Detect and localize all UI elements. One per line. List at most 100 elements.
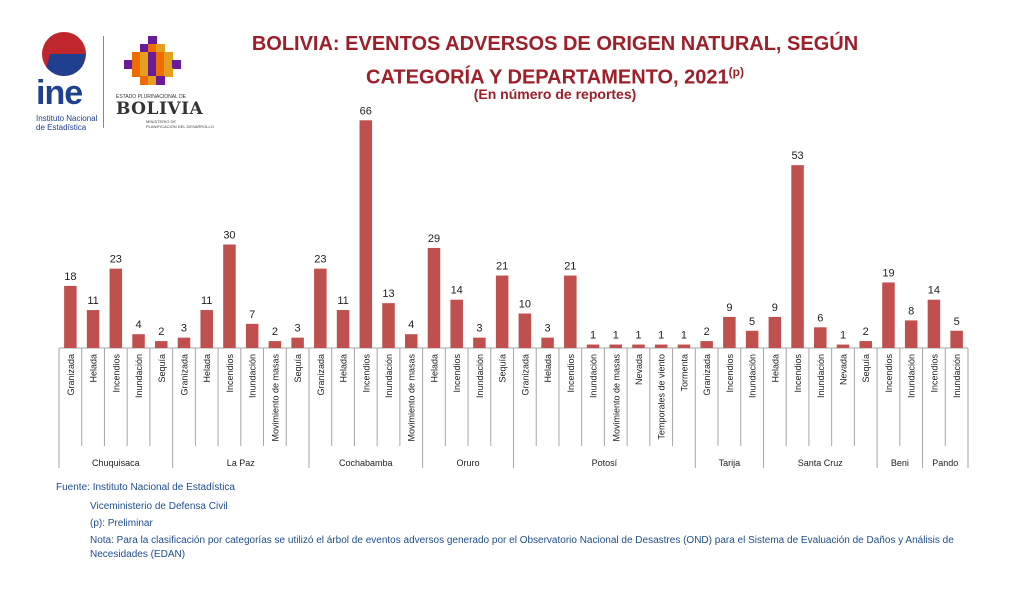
bar (814, 327, 827, 348)
bar (677, 344, 691, 348)
bar (609, 344, 623, 348)
data-label: 3 (181, 323, 187, 335)
data-label: 11 (201, 295, 212, 307)
department-label: Beni (891, 458, 909, 468)
category-label: Inundación (248, 354, 258, 398)
bar (768, 316, 782, 348)
data-label: 5 (954, 316, 960, 328)
bar (541, 337, 554, 348)
bar (473, 337, 486, 348)
data-label: 8 (908, 305, 914, 317)
bolivia-ministry-label: MINISTERIO DE PLANIFICACIÓN DEL DESARROLL… (146, 119, 214, 129)
bar (836, 344, 850, 348)
ine-logo-word: ine (36, 74, 83, 112)
bar (904, 320, 918, 348)
bar (382, 303, 395, 348)
bar (86, 310, 100, 348)
bar (745, 330, 759, 348)
data-label: 1 (658, 330, 664, 342)
data-label: 2 (158, 326, 164, 338)
data-label: 21 (564, 261, 576, 273)
source-note-2: Viceministerio de Defensa Civil (90, 501, 228, 512)
category-label: Tormenta (679, 354, 689, 392)
bar (950, 330, 963, 348)
category-label: Helada (429, 354, 439, 383)
source-note: Fuente: Instituto Nacional de Estadístic… (56, 482, 235, 493)
category-label: Movimiento de masas (407, 354, 417, 442)
category-label: Sequía (861, 354, 871, 383)
data-label: 23 (314, 254, 326, 266)
category-label: Inundación (907, 354, 917, 398)
category-label: Incendios (793, 354, 803, 393)
data-label: 10 (519, 299, 531, 311)
ine-logo: ine Instituto Nacional de Estadística (36, 32, 104, 132)
bar (132, 334, 145, 348)
category-label: Movimiento de masas (270, 354, 280, 442)
data-label: 3 (476, 323, 482, 335)
data-label: 19 (882, 267, 894, 279)
chart-subtitle: (En número de reportes) (473, 86, 637, 102)
data-label: 66 (360, 105, 372, 117)
category-label: Incendios (725, 354, 735, 393)
bar (564, 275, 577, 348)
category-label: Sequía (157, 354, 167, 383)
data-label: 4 (135, 319, 141, 331)
category-label: Incendios (225, 354, 235, 393)
category-label: Granizada (66, 354, 76, 396)
category-label: Nevada (634, 354, 644, 385)
bar (359, 120, 373, 348)
logo-divider (103, 36, 104, 128)
data-label: 5 (749, 316, 755, 328)
department-label: Cochabamba (339, 458, 393, 468)
data-label: 1 (613, 330, 619, 342)
chart-notes: Fuente: Instituto Nacional de Estadístic… (56, 478, 976, 562)
data-label: 1 (590, 330, 596, 342)
bar (723, 316, 736, 348)
category-label: Granizada (702, 354, 712, 396)
category-label: Helada (770, 354, 780, 383)
category-label: Inundación (952, 354, 962, 398)
department-label: Pando (932, 458, 958, 468)
bar (268, 341, 282, 348)
bar (245, 323, 259, 348)
category-label: Incendios (929, 354, 939, 393)
bar (223, 244, 236, 348)
bar (336, 310, 350, 348)
data-label: 7 (249, 309, 255, 321)
preliminary-note: (p): Preliminar (90, 518, 153, 529)
data-label: 2 (704, 326, 710, 338)
bar (859, 341, 872, 348)
category-label: Granizada (520, 354, 530, 396)
bar (632, 344, 645, 348)
bar (654, 344, 668, 348)
category-label: Incendios (361, 354, 371, 393)
data-label: 1 (840, 330, 846, 342)
category-label: Incendios (452, 354, 462, 393)
category-label: Granizada (316, 354, 326, 396)
bar (314, 268, 327, 348)
category-label: Helada (89, 354, 99, 383)
bolivia-emblem-icon (122, 36, 184, 90)
category-label: Inundación (816, 354, 826, 398)
bar (450, 299, 463, 348)
department-label: Chuquisaca (92, 458, 140, 468)
data-label: 11 (337, 295, 348, 307)
category-label: Granizada (179, 354, 189, 396)
department-label: Oruro (457, 458, 480, 468)
ine-emblem-icon (42, 32, 86, 76)
category-label: Sequía (293, 354, 303, 383)
category-label: Inundación (589, 354, 599, 398)
data-label: 14 (928, 285, 940, 297)
data-label: 3 (295, 323, 301, 335)
department-label: La Paz (227, 458, 256, 468)
bar (177, 337, 191, 348)
bar (927, 299, 941, 348)
category-label: Inundación (475, 354, 485, 398)
data-label: 14 (451, 285, 463, 297)
category-label: Movimiento de masas (611, 354, 621, 442)
data-label: 13 (382, 288, 394, 300)
data-label: 23 (110, 254, 122, 266)
bar (700, 341, 713, 348)
bar (427, 247, 441, 348)
